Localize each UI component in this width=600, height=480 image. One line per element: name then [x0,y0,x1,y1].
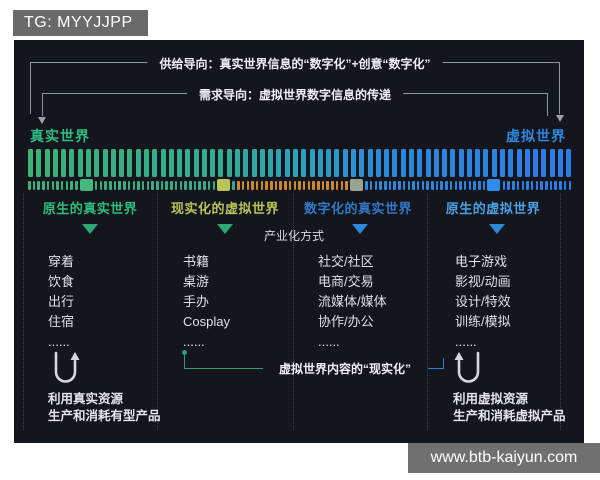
list-item: 影视/动画 [455,274,511,289]
list-item: ...... [318,334,340,349]
list-digitized-real: 社交/社区 电商/交易 流媒体/媒体 协作/办公 ...... [318,252,443,352]
column-title-native-real: 原生的真实世界 [42,201,138,216]
list-item: 住宿 [48,314,75,329]
real-world-label: 真实世界 [30,128,90,144]
footnote-virtual-resources: 利用虚拟资源 生产和消耗虚拟产品 [453,391,566,425]
list-item: 流媒体/媒体 [318,294,387,309]
uturn-arrow-icon [50,350,80,393]
column-divider [427,193,428,430]
realization-label: 虚拟世界内容的“现实化” [278,362,411,376]
list-item: 穿着 [48,254,75,269]
column-divider [293,193,294,430]
list-item: 桌游 [183,274,210,289]
footnote-line: 利用真实资源 [48,392,124,406]
down-arrow-icon [82,224,98,234]
list-native-virtual: 电子游戏 影视/动画 设计/特效 训练/模拟 ...... [455,252,580,352]
list-item: ...... [48,334,70,349]
column-divider [23,193,24,430]
demand-flow-label: 需求导向：虚拟世界数字信息的传递 [186,86,404,103]
column-title-native-virtual: 原生的虚拟世界 [445,201,541,216]
list-item: Cosplay [183,314,230,329]
column-title-realized-virtual: 现实化的虚拟世界 [170,201,279,216]
spectrum-dash-scale [28,179,572,191]
column-divider [157,193,158,430]
realization-connector-right [428,358,444,369]
column-title-digitized-real: 数字化的真实世界 [303,201,412,216]
tg-channel-badge: TG: MYYJJPP [13,10,148,36]
connector-dot [182,350,187,355]
list-realized-virtual: 书籍 桌游 手办 Cosplay ...... [183,252,308,352]
supply-flow-bracket: 供给导向：真实世界信息的“数字化”+创意“数字化” [30,55,564,122]
footnote-line: 生产和消耗有型产品 [48,409,161,423]
list-item: ...... [455,334,477,349]
list-item: ...... [183,334,205,349]
list-native-real: 穿着 饮食 出行 住宿 ...... [48,252,173,352]
uturn-arrow-icon [453,350,483,393]
list-item: 设计/特效 [455,294,511,309]
supply-flow-label: 供给导向：真实世界信息的“数字化”+创意“数字化” [147,55,443,72]
virtual-world-label: 虚拟世界 [506,128,566,144]
list-item: 协作/办公 [318,314,374,329]
industrialization-method-label: 产业化方式 [263,229,324,243]
down-arrow-icon [489,224,505,234]
realization-connector-left [182,350,263,369]
down-arrow-icon [352,224,368,234]
footnote-line: 生产和消耗虚拟产品 [453,409,566,423]
supply-arrow-down-icon [556,115,564,122]
footnote-real-resources: 利用真实资源 生产和消耗有型产品 [48,391,161,425]
demand-arrow-down-icon [38,117,46,124]
infographic-panel: 供给导向：真实世界信息的“数字化”+创意“数字化” 需求导向：虚拟世界数字信息的… [14,40,584,443]
column-divider [560,193,561,430]
list-item: 电子游戏 [455,254,508,269]
down-arrow-icon [217,224,233,234]
list-item: 电商/交易 [318,274,374,289]
list-item: 书籍 [183,254,210,269]
spectrum-barcode [28,149,572,177]
watermark-url-badge: www.btb-kaiyun.com [408,443,600,473]
footnote-line: 利用虚拟资源 [453,392,529,406]
list-item: 饮食 [48,274,75,289]
list-item: 训练/模拟 [455,314,511,329]
list-item: 出行 [48,294,75,309]
list-item: 社交/社区 [318,254,374,269]
list-item: 手办 [183,294,210,309]
demand-flow-bracket: 需求导向：虚拟世界数字信息的传递 [38,86,548,124]
